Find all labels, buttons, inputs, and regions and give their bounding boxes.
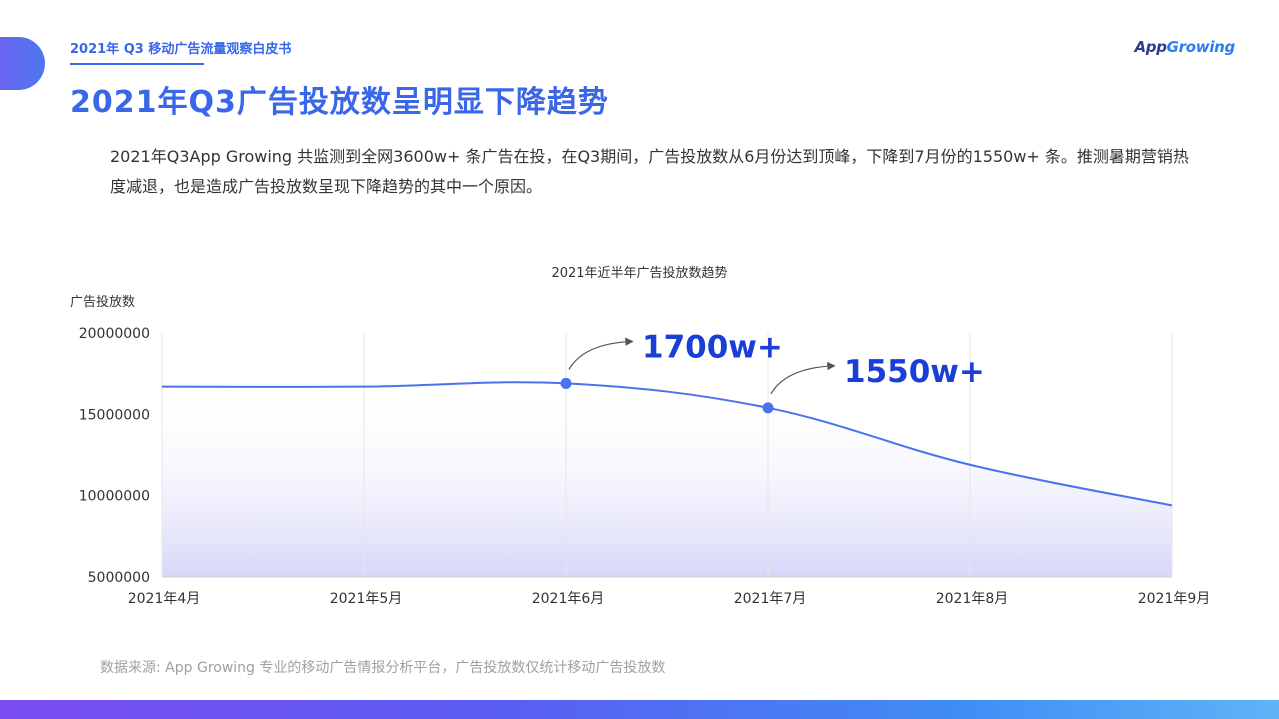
bottom-gradient-bar	[0, 700, 1279, 719]
x-tick-label-5: 2021年9月	[1138, 591, 1211, 607]
y-axis-label: 广告投放数	[70, 295, 136, 310]
y-tick-label-3: 20000000	[79, 326, 150, 342]
annotation-label-1: 1550w+	[844, 354, 985, 390]
data-point-2	[560, 377, 572, 389]
report-subtitle: 2021年 Q3 移动广告流量观察白皮书	[70, 42, 292, 57]
source-note: 数据来源: App Growing 专业的移动广告情报分析平台，广告投放数仅统计…	[100, 660, 666, 676]
y-tick-label-1: 10000000	[79, 489, 150, 505]
annotation-label-0: 1700w+	[642, 329, 783, 365]
corner-tab-decoration	[0, 37, 45, 90]
area-fill	[162, 382, 1172, 577]
x-tick-label-0: 2021年4月	[128, 591, 201, 607]
logo-growing-text: Growing	[1166, 38, 1236, 56]
x-tick-label-4: 2021年8月	[936, 591, 1009, 607]
annotation-arrow-1	[770, 361, 836, 395]
series-line	[161, 381, 1173, 507]
chart-title: 2021年近半年广告投放数趋势	[551, 266, 728, 281]
x-tick-label-1: 2021年5月	[330, 591, 403, 607]
intro-paragraph: 2021年Q3App Growing 共监测到全网3600w+ 条广告在投，在Q…	[110, 147, 1189, 196]
annotation-arrow-0	[568, 337, 634, 370]
logo-app-text: App	[1134, 38, 1167, 56]
subtitle-underline	[70, 63, 204, 65]
app-growing-logo: AppGrowing	[1134, 38, 1235, 56]
x-tick-label-2: 2021年6月	[532, 591, 605, 607]
page-title: 2021年Q3广告投放数呈明显下降趋势	[70, 85, 609, 120]
data-point-3	[762, 402, 774, 414]
y-tick-label-0: 5000000	[88, 570, 150, 586]
y-tick-label-2: 15000000	[79, 407, 150, 423]
line-chart: 5000000 10000000 15000000 20000000 2021年4月 20…	[79, 326, 1211, 607]
x-tick-label-3: 2021年7月	[734, 591, 807, 607]
